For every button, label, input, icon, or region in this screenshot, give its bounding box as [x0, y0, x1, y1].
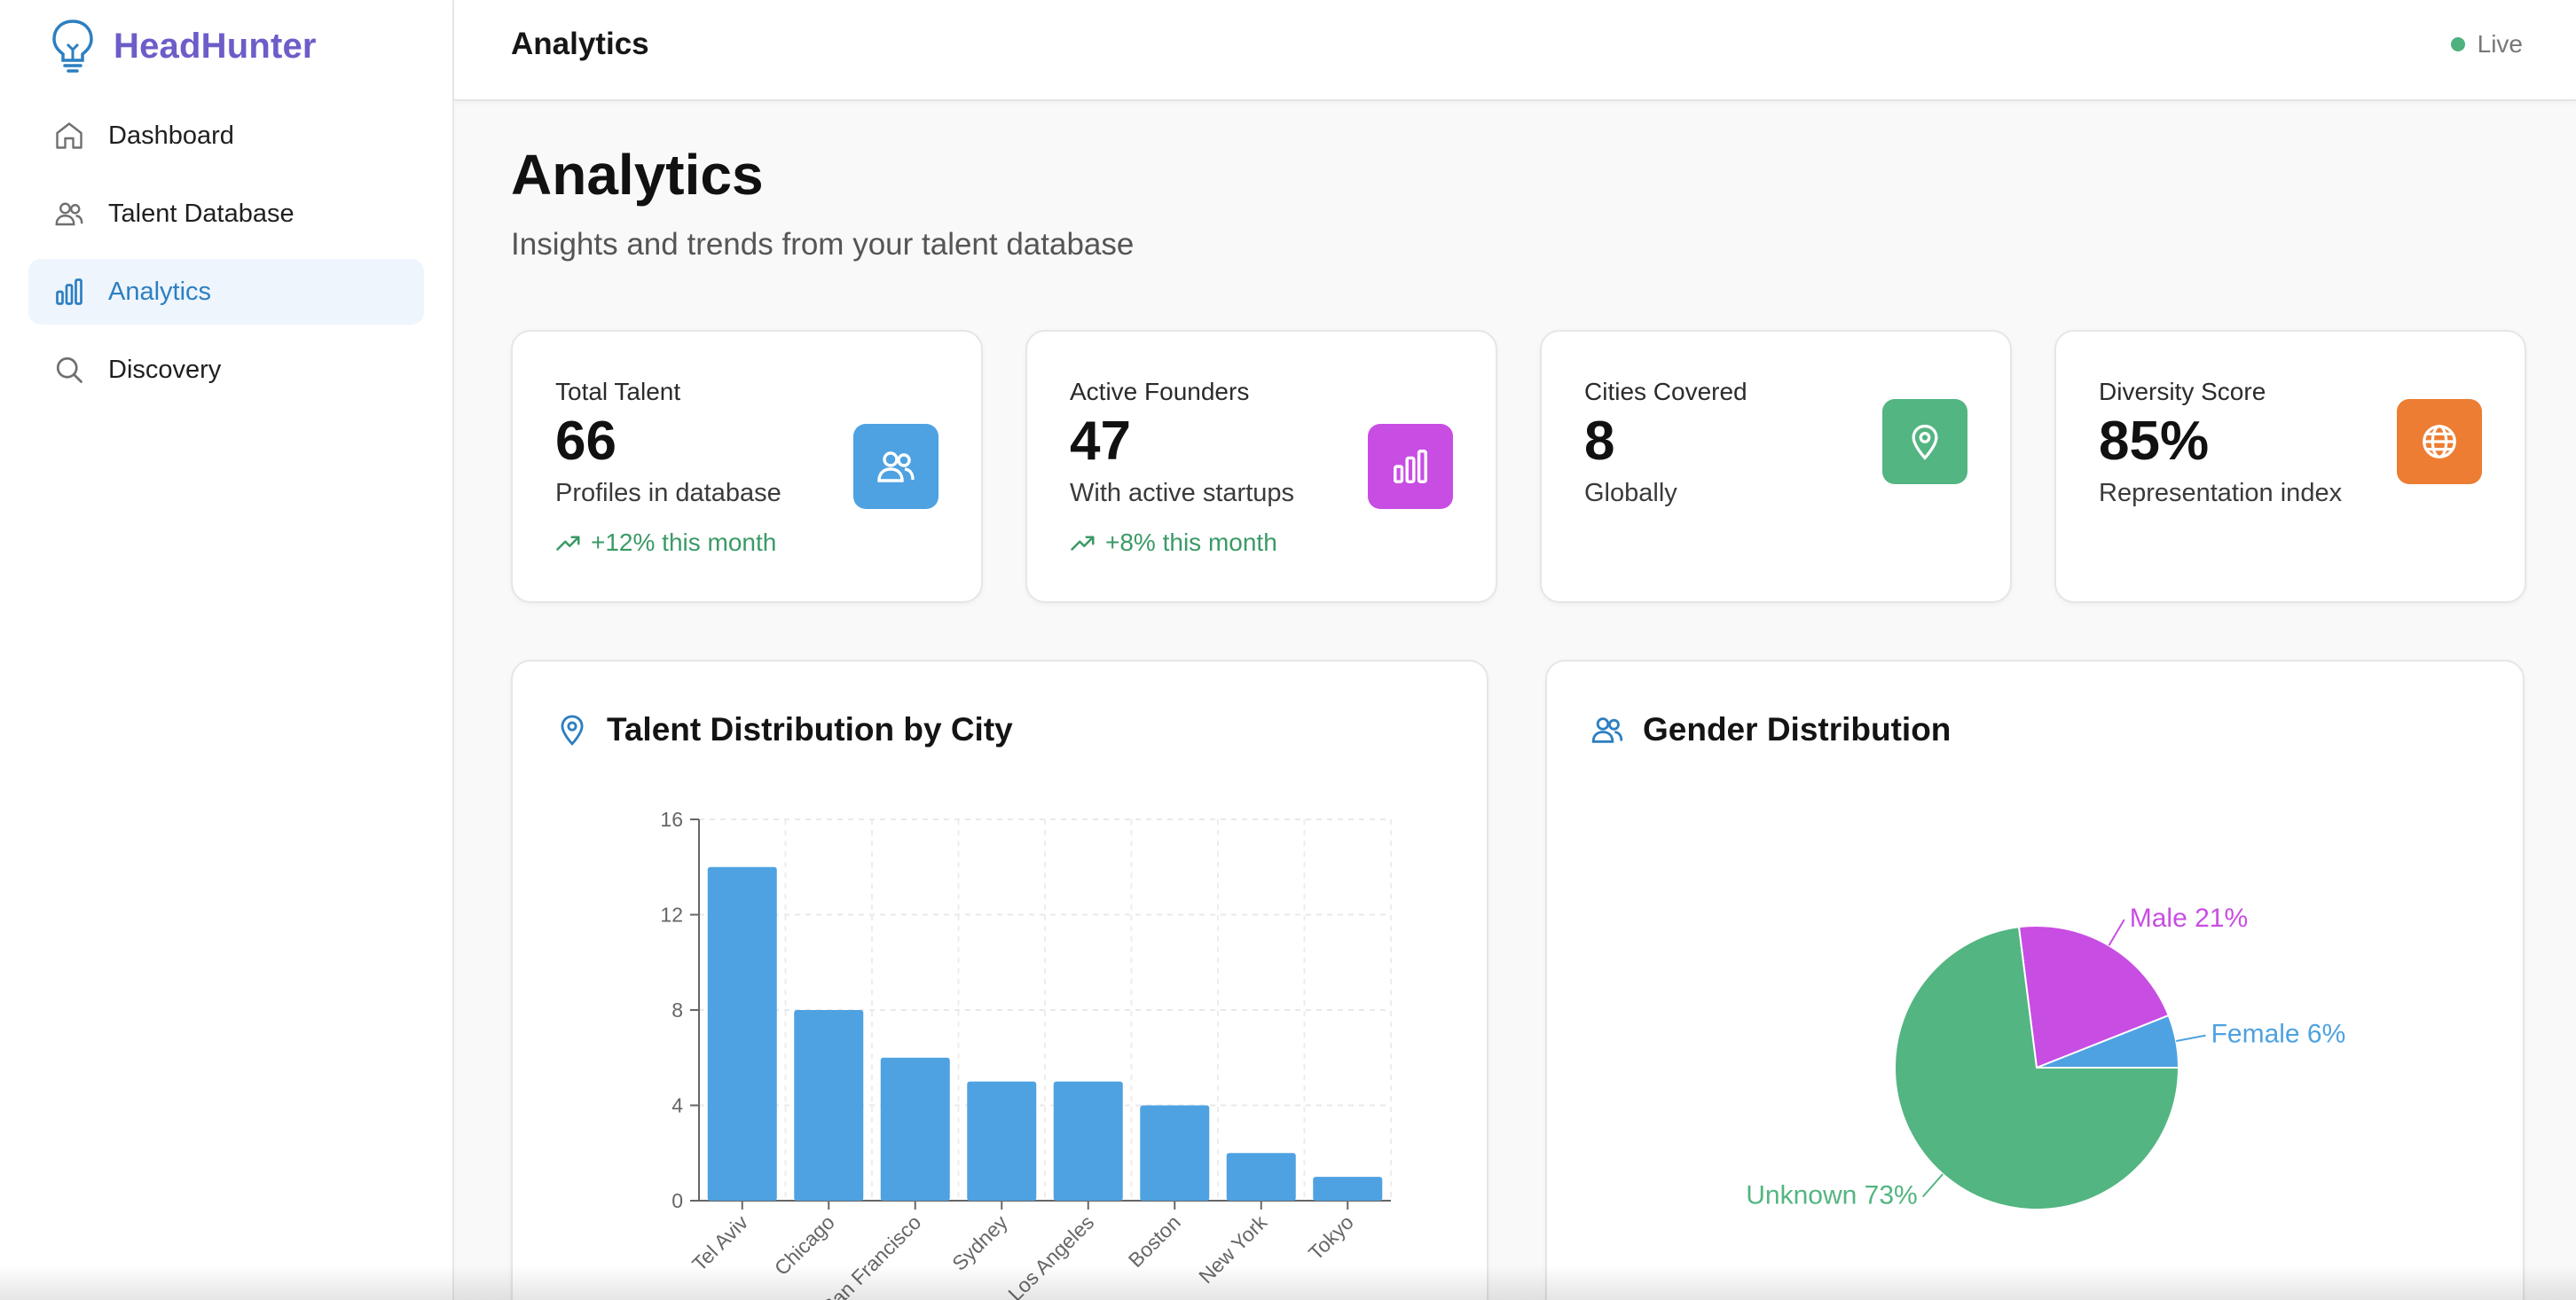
- stat-trend-text: +12% this month: [591, 529, 777, 556]
- live-dot-icon: [2450, 37, 2465, 51]
- chart-grid: [699, 818, 1392, 1201]
- x-tick-label: Sydney: [947, 1210, 1012, 1275]
- bar-chart-icon: [1368, 424, 1453, 509]
- stat-trend: +12% this month: [555, 529, 776, 557]
- x-tick-label: Tokyo: [1304, 1210, 1358, 1265]
- bar-boston[interactable]: [1140, 1105, 1210, 1202]
- stat-card-diversity-score: Diversity Score 85% Representation index: [2054, 330, 2526, 603]
- x-tick-label: New York: [1194, 1210, 1271, 1288]
- page-subtitle: Insights and trends from your talent dat…: [511, 227, 1135, 262]
- pie-slice-label: Female 6%: [2211, 1020, 2346, 1049]
- x-tick-label: Tel Aviv: [687, 1210, 753, 1276]
- bar-tel-aviv[interactable]: [707, 866, 777, 1201]
- stat-description: Profiles in database: [555, 479, 781, 507]
- sidebar-item-label: Discovery: [108, 355, 222, 384]
- page-title: Analytics: [511, 143, 764, 207]
- y-tick-label: 0: [671, 1189, 683, 1212]
- gender-pie-chart: Male 21% Female 6% Unknown 73%: [1746, 904, 2346, 1210]
- pie-label-line: [2108, 919, 2125, 946]
- users-icon: [1591, 717, 1623, 743]
- home-icon: [51, 118, 87, 153]
- panel-title: Gender Distribution: [1643, 711, 1952, 748]
- pie-slice-label: Unknown 73%: [1746, 1181, 1917, 1210]
- stat-label: Total Talent: [555, 378, 681, 405]
- topbar-title: Analytics: [511, 27, 649, 61]
- stat-value: 47: [1070, 411, 1131, 472]
- stat-value: 66: [555, 411, 617, 472]
- bar-san-francisco[interactable]: [880, 1057, 950, 1201]
- brand[interactable]: HeadHunter: [50, 16, 317, 76]
- stat-label: Cities Covered: [1584, 378, 1747, 405]
- stat-card-active-founders: Active Founders 47 With active startups …: [1025, 330, 1497, 603]
- sidebar-item-label: Talent Database: [108, 199, 295, 228]
- stat-description: Globally: [1584, 479, 1677, 507]
- bar-sydney[interactable]: [967, 1081, 1037, 1201]
- globe-icon: [2397, 399, 2482, 484]
- panel-title: Talent Distribution by City: [607, 711, 1013, 748]
- map-pin-icon: [1882, 399, 1967, 484]
- search-icon: [51, 352, 87, 388]
- sidebar-item-label: Dashboard: [108, 121, 234, 150]
- gender-distribution-panel: Gender Distribution Male 21% Female 6% Unk…: [1545, 660, 2525, 1300]
- map-pin-icon: [561, 715, 584, 746]
- y-tick-label: 16: [660, 808, 683, 831]
- stat-card-total-talent: Total Talent 66 Profiles in database +12…: [511, 330, 983, 603]
- x-tick-label: Boston: [1124, 1210, 1185, 1272]
- panel-header: Gender Distribution: [1590, 711, 1951, 748]
- sidebar: HeadHunter Dashboard Talent Database Ana…: [0, 0, 454, 1300]
- y-tick-label: 12: [660, 904, 683, 927]
- stat-label: Diversity Score: [2099, 378, 2266, 405]
- lightbulb-icon: [52, 20, 93, 73]
- sidebar-item-analytics[interactable]: Analytics: [28, 259, 424, 325]
- bar-chicago[interactable]: [794, 1010, 864, 1201]
- city-distribution-panel: Talent Distribution by City 0 4 8 12 16 Tel A…: [511, 660, 1488, 1300]
- users-icon: [51, 196, 87, 231]
- stat-value: 85%: [2099, 411, 2210, 472]
- pie-slice-label: Male 21%: [2130, 904, 2248, 933]
- stat-value: 8: [1584, 411, 1615, 472]
- stat-trend-text: +8% this month: [1105, 529, 1277, 556]
- stat-description: With active startups: [1070, 479, 1295, 507]
- bar-los-angeles[interactable]: [1053, 1081, 1123, 1201]
- x-tick-label: Chicago: [770, 1210, 839, 1280]
- stat-description: Representation index: [2099, 479, 2343, 507]
- users-icon: [853, 424, 939, 509]
- sidebar-item-dashboard[interactable]: Dashboard: [28, 103, 424, 168]
- bar-new-york[interactable]: [1226, 1153, 1296, 1201]
- sidebar-item-label: Analytics: [108, 277, 212, 306]
- pie-label-line: [1921, 1173, 1944, 1198]
- bar-chart-icon: [51, 274, 87, 309]
- top-bar: Analytics Live: [454, 0, 2576, 101]
- y-tick-label: 8: [671, 998, 683, 1022]
- sidebar-item-discovery[interactable]: Discovery: [28, 337, 424, 403]
- stat-label: Active Founders: [1070, 378, 1250, 405]
- y-tick-label: 4: [671, 1094, 683, 1117]
- pie-slice-male[interactable]: [2017, 925, 2171, 1069]
- stat-trend: +8% this month: [1070, 529, 1277, 557]
- panel-header: Talent Distribution by City: [555, 711, 1013, 748]
- trending-up-icon: [556, 536, 580, 551]
- sidebar-nav: Dashboard Talent Database Analytics Disc…: [28, 103, 424, 415]
- trending-up-icon: [1071, 536, 1095, 551]
- brand-name: HeadHunter: [114, 26, 317, 66]
- x-tick-label: Los Angeles: [1003, 1210, 1098, 1300]
- pie-label-line: [2175, 1034, 2206, 1043]
- stat-card-cities-covered: Cities Covered 8 Globally: [1540, 330, 2012, 603]
- sidebar-item-talent-database[interactable]: Talent Database: [28, 181, 424, 247]
- live-label: Live: [2477, 30, 2523, 58]
- live-status: Live: [2450, 30, 2523, 59]
- bar-tokyo[interactable]: [1313, 1177, 1383, 1201]
